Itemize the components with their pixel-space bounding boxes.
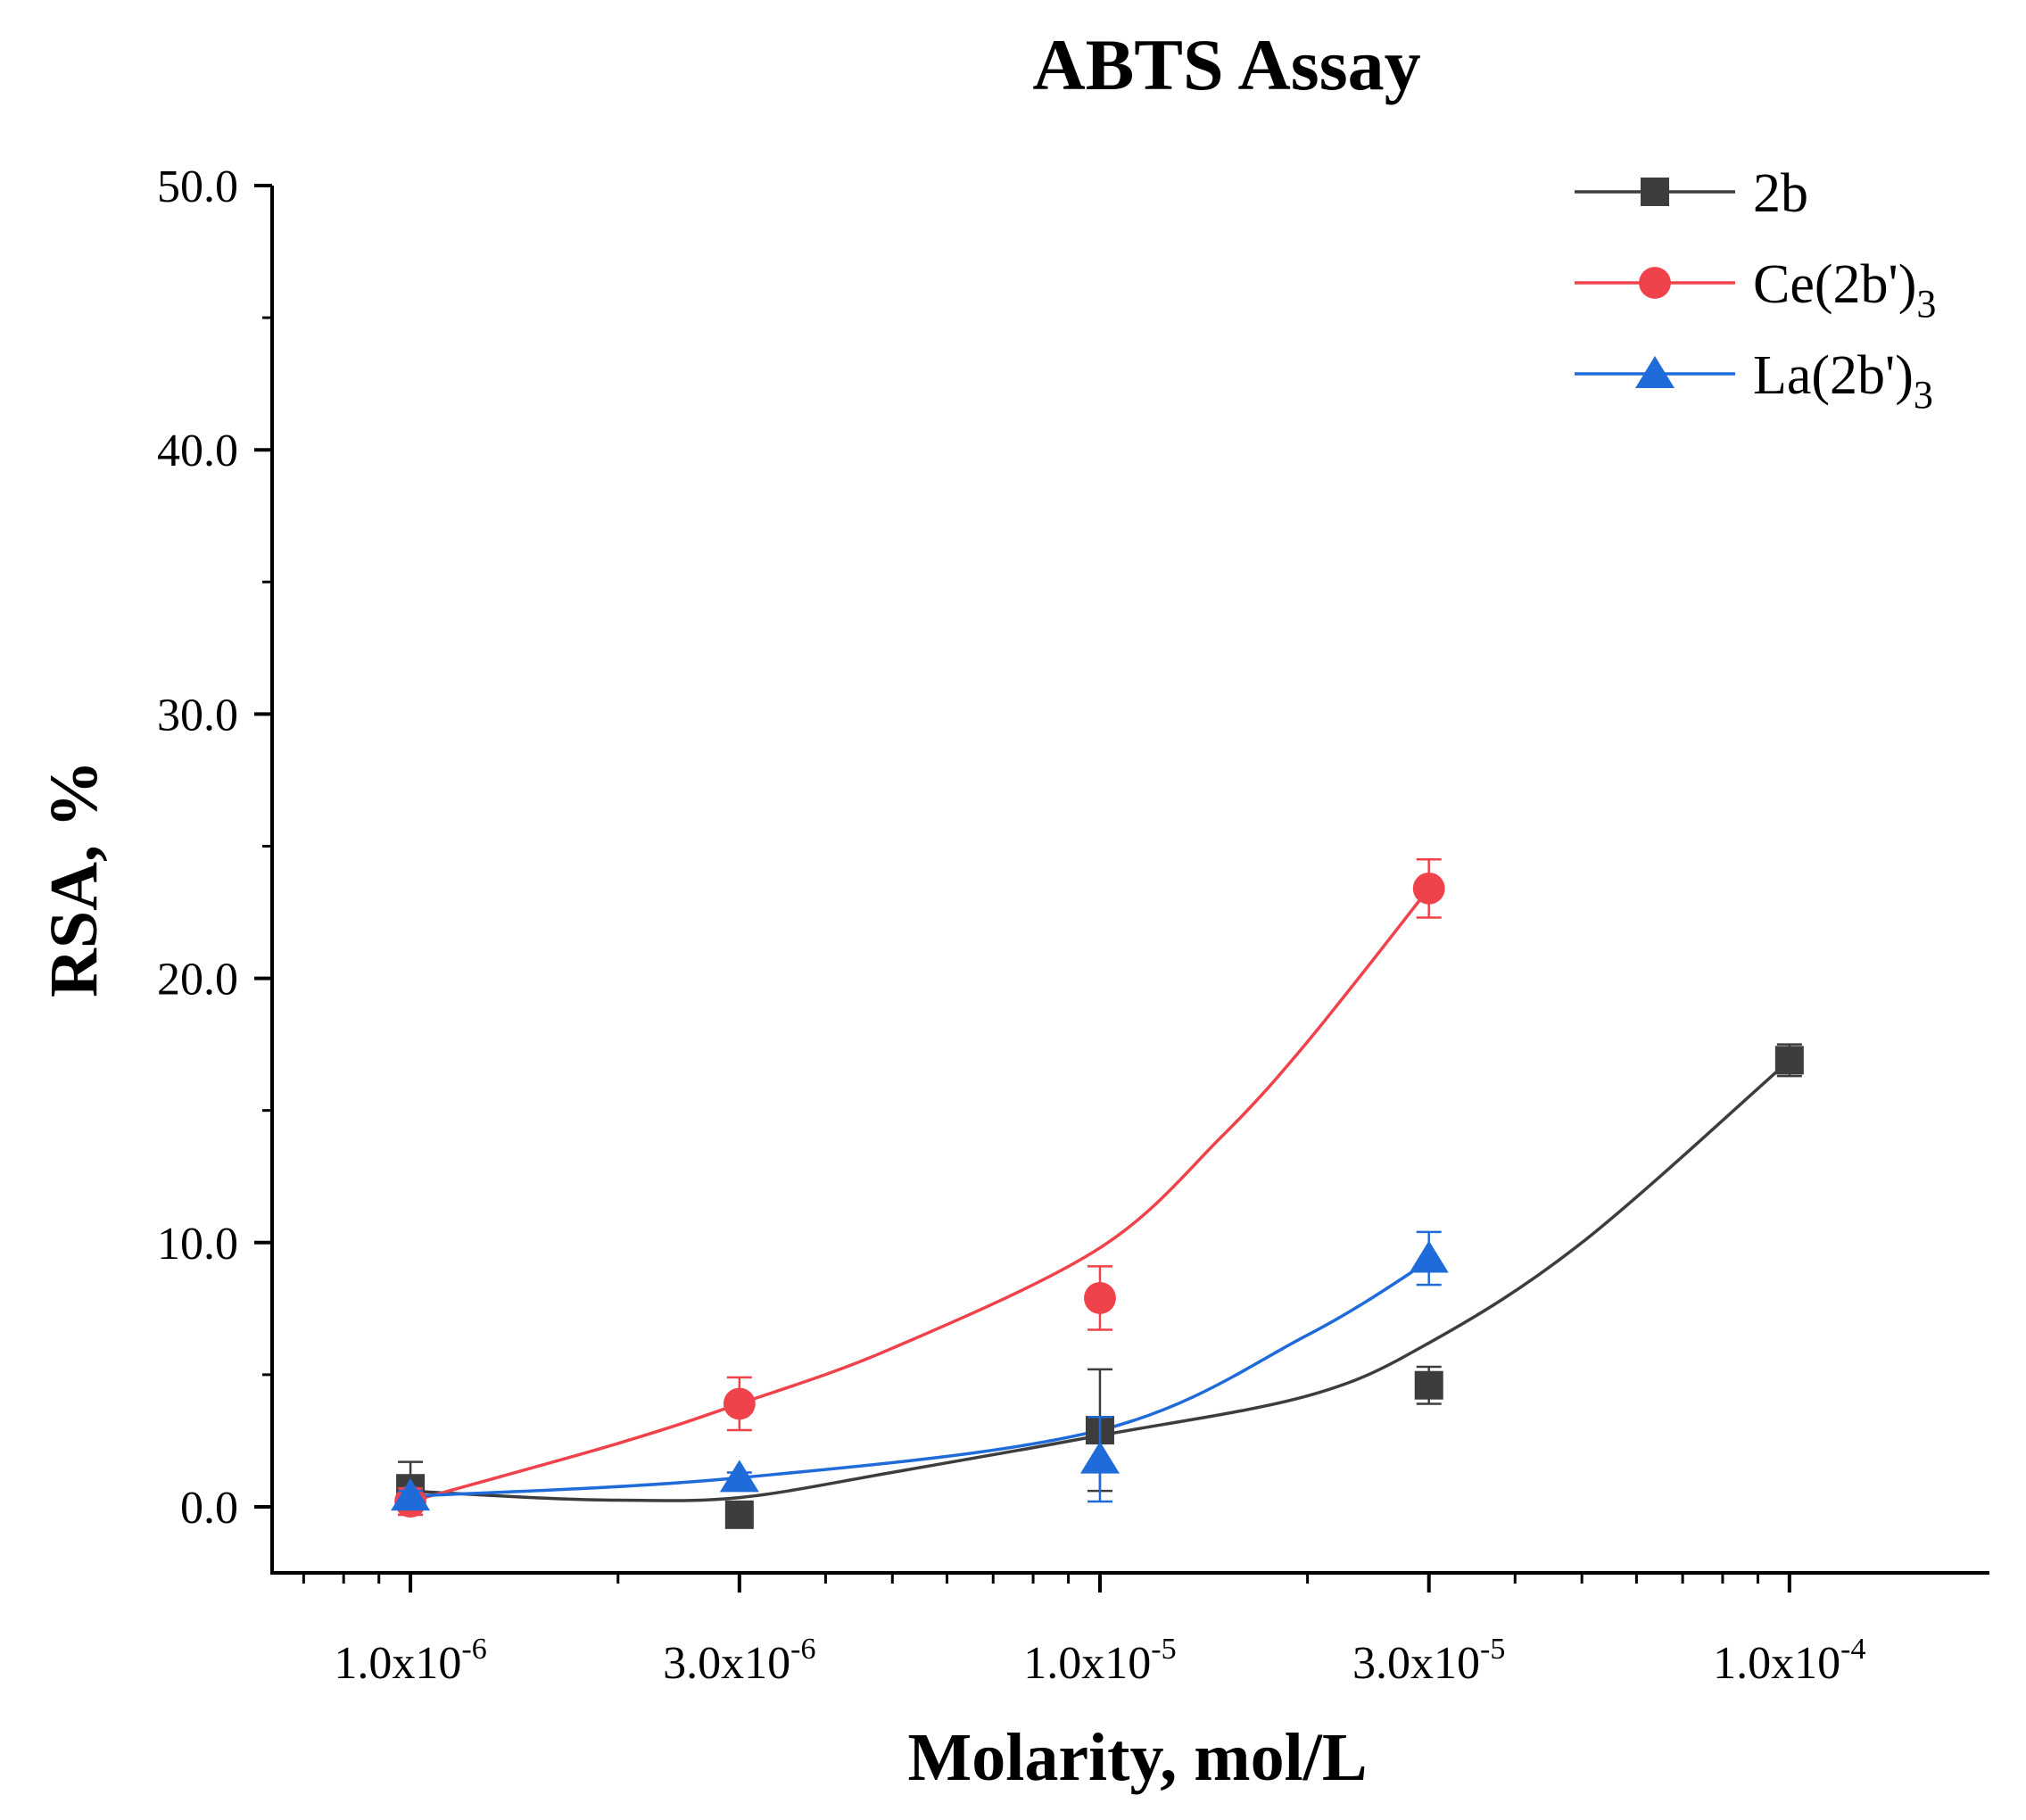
circle-marker	[723, 1387, 756, 1420]
triangle-marker	[1409, 1240, 1449, 1273]
circle-marker	[1412, 872, 1445, 905]
triangle-marker	[391, 1478, 431, 1511]
legend-label: 2b	[1753, 163, 1808, 224]
y-tick-label: 20.0	[157, 955, 238, 1005]
data-points	[391, 858, 1804, 1529]
y-tick-label: 40.0	[157, 426, 238, 476]
y-tick-label: 50.0	[157, 161, 238, 212]
y-tick-label: 30.0	[157, 690, 238, 740]
circle-marker	[1084, 1282, 1116, 1314]
circle-marker	[1639, 267, 1671, 299]
x-tick-label: 3.0x10-5	[1352, 1633, 1505, 1689]
fit-line-la2b	[410, 1260, 1430, 1498]
x-tick-label: 3.0x10-6	[663, 1633, 815, 1689]
square-marker	[1641, 178, 1669, 206]
square-marker	[724, 1500, 754, 1529]
triangle-marker	[1635, 356, 1675, 388]
chart-title: ABTS Assay	[1032, 24, 1420, 105]
x-axis-title: Molarity, mol/L	[907, 1720, 1367, 1795]
x-tick-label: 1.0x10-6	[334, 1633, 486, 1689]
square-marker	[1774, 1046, 1804, 1075]
legend-label: Ce(2b')3	[1753, 254, 1936, 326]
legend: 2b Ce(2b')3 La(2b')3	[1575, 163, 1936, 417]
y-tick-label: 0.0	[180, 1483, 238, 1534]
triangle-marker	[1079, 1441, 1120, 1474]
square-marker	[1414, 1370, 1443, 1400]
fit-line-ce2b	[409, 887, 1431, 1503]
axes: 0.0 10.0 20.0 30.0 40.0 50.0 1.0x10-6 3.0x10-6 1…	[157, 161, 1989, 1689]
x-tick-label: 1.0x10-5	[1023, 1633, 1176, 1689]
triangle-marker	[719, 1460, 759, 1493]
y-tick-label: 10.0	[157, 1219, 238, 1270]
y-axis-title: RSA, %	[37, 760, 112, 997]
x-tick-label: 1.0x10-4	[1713, 1633, 1865, 1689]
legend-label: La(2b')3	[1753, 345, 1933, 417]
